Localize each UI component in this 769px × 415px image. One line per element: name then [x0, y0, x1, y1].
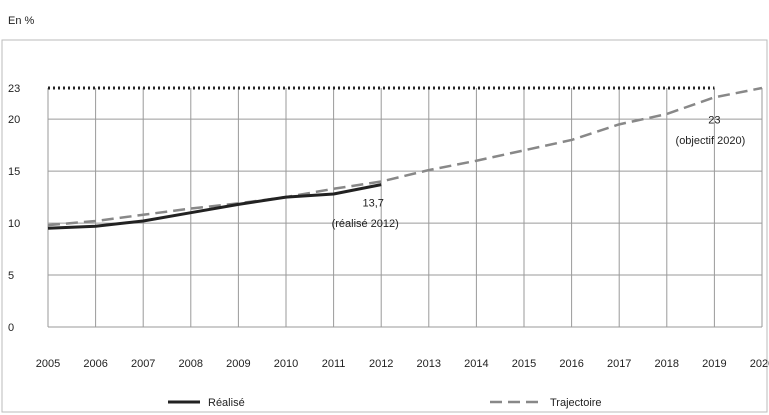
x-tick-label-2009: 2009: [226, 358, 250, 370]
x-tick-label-2006: 2006: [83, 358, 107, 370]
y-axis-unit-label: En %: [8, 15, 35, 27]
y-tick-label-15: 15: [8, 166, 20, 178]
x-tick-label-2012: 2012: [369, 358, 393, 370]
x-tick-label-2007: 2007: [131, 358, 155, 370]
x-tick-label-2016: 2016: [559, 358, 583, 370]
legend-label-trajectoire: Trajectoire: [550, 397, 602, 409]
series-line-réalisé: [47, 183, 382, 230]
x-tick-label-2011: 2011: [322, 358, 346, 370]
chart-frame: [1, 39, 768, 413]
x-tick-label-2015: 2015: [512, 358, 536, 370]
x-tick-label-2019: 2019: [702, 358, 726, 370]
x-tick-label-2005: 2005: [36, 358, 60, 370]
x-tick-label-2013: 2013: [417, 358, 441, 370]
x-tick-label-2014: 2014: [464, 358, 488, 370]
x-tick-label-2010: 2010: [274, 358, 298, 370]
grid: [47, 88, 763, 328]
annotation-2012-value: 13,7: [362, 197, 383, 209]
series-group: [47, 86, 763, 230]
annotation-2020-value: 23: [708, 114, 720, 126]
y-tick-label-5: 5: [8, 270, 14, 282]
annotation-2020-note: (objectif 2020): [676, 135, 746, 147]
x-tick-label-2017: 2017: [607, 358, 631, 370]
annotations: 13,7 (réalisé 2012) 23 (objectif 2020): [332, 114, 746, 230]
tick-labels: 2005 2006 2007 2008 2009 2010 2011 2012 2013 2014…: [8, 83, 769, 370]
y-tick-label-0: 0: [8, 322, 14, 334]
series-line-trajectoire: [47, 86, 763, 227]
x-tick-label-2020: 2020: [750, 358, 769, 370]
y-tick-label-10: 10: [8, 218, 20, 230]
x-tick-label-2018: 2018: [655, 358, 679, 370]
annotation-2012-note: (réalisé 2012): [332, 218, 399, 230]
y-tick-label-23: 23: [8, 83, 20, 95]
x-tick-label-2008: 2008: [179, 358, 203, 370]
y-tick-label-20: 20: [8, 114, 20, 126]
legend: Réalisé Trajectoire: [168, 397, 602, 409]
legend-label-realise: Réalisé: [208, 397, 245, 409]
